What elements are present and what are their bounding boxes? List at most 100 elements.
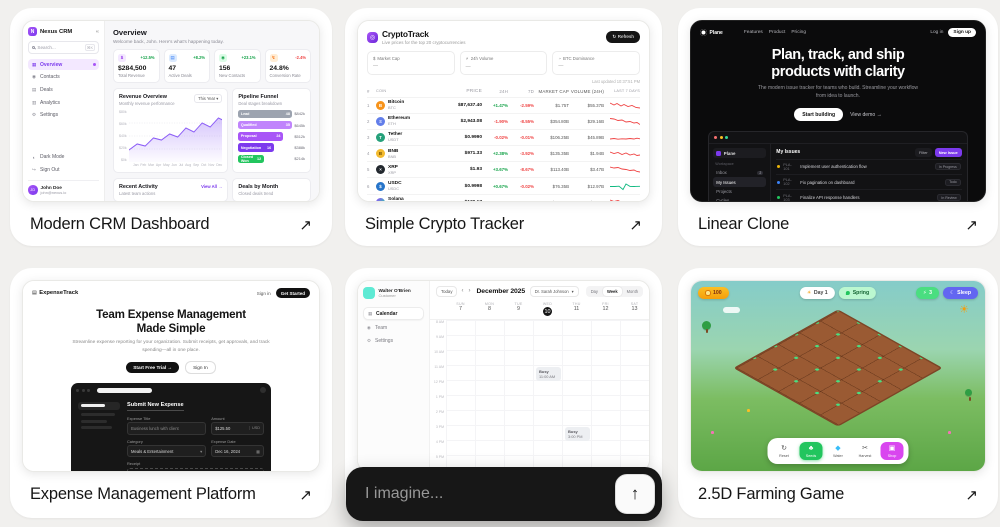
sleep-button[interactable]: ☾ Sleep: [943, 287, 978, 299]
table-row: 6 $ USDC USDC $0.9998 +0.67% -0.02% $76.35…: [367, 177, 640, 193]
signin-button[interactable]: Sign In: [185, 360, 216, 374]
status-dot: [777, 180, 781, 184]
sidebar-item-my-issues[interactable]: My Issues: [713, 177, 767, 187]
status-dot: [777, 196, 781, 200]
sun-decoration-icon: ☀: [959, 304, 969, 316]
user-profile[interactable]: JD John Doe john@nexus.io: [28, 180, 99, 195]
analytics-icon: ▥: [31, 99, 37, 105]
year-filter-dropdown[interactable]: This Year ▾: [194, 93, 223, 103]
sidebar-item-team[interactable]: ◉ Team: [367, 324, 388, 331]
start-trial-button[interactable]: Start Free Trial →: [126, 361, 180, 373]
today-button[interactable]: Today: [436, 286, 458, 297]
prev-arrow-icon[interactable]: ‹: [461, 288, 464, 295]
signin-link[interactable]: Sign in: [256, 290, 271, 296]
prompt-input[interactable]: [363, 484, 615, 504]
sidebar-item-projects[interactable]: Projects: [716, 188, 732, 194]
hero-heading: Team Expense Management Made Simple: [96, 308, 246, 335]
sidebar-item-contacts[interactable]: ◉ Contacts: [31, 74, 60, 81]
dark-mode-toggle[interactable]: ◐ Dark Mode: [32, 154, 65, 161]
stat-delta: +8.2%: [193, 55, 205, 60]
upload-icon[interactable]: ↑: [258, 470, 266, 471]
new-issue-button[interactable]: New Issue: [934, 148, 962, 157]
sidebar-item-inbox[interactable]: Inbox 2: [716, 170, 764, 176]
collapse-icon[interactable]: «: [95, 28, 99, 35]
amount-input[interactable]: $125.50 USD: [211, 422, 264, 435]
project-card-crypto[interactable]: ◎ CryptoTrack Live prices for the top 20…: [345, 8, 662, 246]
crm-brand-name: Nexus CRM: [40, 28, 73, 35]
start-building-button[interactable]: Start building: [794, 108, 844, 122]
seeds-icon: ♣: [808, 444, 814, 452]
top-nav: Features Product Pricing: [744, 30, 806, 35]
window-dot-icon: [87, 388, 90, 392]
sidebar-item-deals[interactable]: ▤ Deals: [31, 86, 53, 93]
nav-features[interactable]: Features: [743, 30, 763, 35]
table-row: 2 Ξ Ethereum ETH $2,943.08 -1.90% -8.55% $…: [367, 112, 640, 129]
nav-pricing[interactable]: Pricing: [791, 30, 806, 35]
user-name: John Doe: [40, 185, 62, 190]
stat-delta: +12.5%: [140, 55, 155, 60]
user-profile[interactable]: Walter O'Brien Customer: [363, 287, 424, 299]
date-input[interactable]: Dec 16, 2024 ▦: [211, 445, 264, 458]
calendar-event[interactable]: Busy 3:00 PM: [565, 427, 590, 442]
day-header[interactable]: MON 8: [484, 301, 495, 312]
refresh-button[interactable]: ↻ Refresh: [606, 31, 640, 43]
issue-row[interactable]: PLA-101 Implement user authentication flo…: [776, 158, 962, 174]
price-table: # COIN PRICE 24H 7D MARKET CAP VOLUME (2…: [367, 86, 640, 201]
day-header[interactable]: SAT 13: [630, 301, 639, 312]
nav-product[interactable]: Product: [768, 30, 786, 35]
tool-harvest[interactable]: ✂ Harvest: [858, 444, 872, 458]
day-header[interactable]: TUE 9: [514, 301, 523, 312]
sidebar-item-calendar[interactable]: ▦ Calendar: [363, 307, 424, 321]
project-card-farm[interactable]: ☀ 100 ☀ Day 1 Spring ⚡ 3 ☾ Sleep ↻ Reset ♣ Se…: [678, 268, 998, 518]
view-demo-link[interactable]: View demo →: [850, 111, 882, 118]
expense-title-input[interactable]: Business lunch with client: [127, 422, 207, 435]
flower-decoration: [948, 431, 951, 434]
tool-shop[interactable]: ▣ Shop: [880, 442, 904, 460]
next-arrow-icon[interactable]: ›: [468, 288, 471, 295]
sidebar-item-overview[interactable]: ▦ Overview: [28, 59, 99, 71]
day-header[interactable]: SUN 7: [456, 301, 465, 312]
day-header[interactable]: FRI 12: [602, 301, 609, 312]
tool-water[interactable]: ◆ Water: [833, 444, 843, 458]
sparkline: [610, 199, 621, 201]
card-title: Expense Management Platform: [30, 485, 256, 503]
farm-field[interactable]: [733, 309, 943, 427]
filter-button[interactable]: Filter: [915, 148, 932, 157]
day-header-active[interactable]: WED 10: [542, 301, 553, 317]
issue-row[interactable]: PLA-102 Fix pagination on dashboard Todo: [776, 174, 962, 189]
workspace-switcher[interactable]: Plane: [713, 148, 767, 159]
sparkline: [610, 182, 640, 190]
project-card-linear[interactable]: Plane Features Product Pricing Log in Si…: [678, 8, 998, 246]
view-all-link[interactable]: View All →: [201, 183, 223, 189]
submit-button[interactable]: ↑: [615, 474, 655, 514]
view-week[interactable]: Week: [602, 287, 622, 296]
project-card-crm[interactable]: N Nexus CRM « Search... ⌘K ▦ Overview: [10, 8, 332, 246]
sidebar-item-settings[interactable]: ⚙ Settings: [31, 112, 59, 119]
receipt-upload-area[interactable]: ↑: [127, 467, 266, 471]
sidebar-item-cycles[interactable]: Cycles: [716, 198, 730, 202]
issue-row[interactable]: PLA-103 Finalize API response handlers In …: [776, 189, 962, 201]
project-card-expense[interactable]: ▤ ExpenseTrack Sign in Get Started Team E…: [10, 268, 332, 518]
open-project-arrow-icon[interactable]: ↗: [299, 486, 312, 504]
tool-reset[interactable]: ↻ Reset: [779, 444, 789, 458]
open-project-arrow-icon[interactable]: ↗: [965, 486, 978, 504]
calendar-event[interactable]: Busy 11:00 AM: [536, 367, 561, 382]
calendar-preview: Walter O'Brien Customer ▦ Calendar ◉ Team …: [357, 280, 650, 472]
sign-out-button[interactable]: ↪ Sign Out: [32, 166, 60, 173]
view-month[interactable]: Month: [626, 288, 638, 294]
sidebar-item-settings[interactable]: ⚙ Settings: [367, 337, 394, 344]
open-project-arrow-icon[interactable]: ↗: [299, 216, 312, 234]
category-select[interactable]: Meals & Entertainment ▾: [127, 445, 207, 458]
open-project-arrow-icon[interactable]: ↗: [629, 216, 642, 234]
tool-seeds[interactable]: ♣ Seeds: [799, 442, 823, 460]
open-project-arrow-icon[interactable]: ↗: [965, 216, 978, 234]
login-link[interactable]: Log in: [930, 30, 944, 35]
day-header[interactable]: THU 11: [572, 301, 581, 312]
inbox-badge: 2: [757, 170, 764, 175]
crm-search-input[interactable]: Search... ⌘K: [28, 41, 99, 54]
doctor-select[interactable]: Dr. Sarah Johnson ▾: [529, 286, 579, 297]
signup-button[interactable]: Sign up: [948, 28, 976, 37]
view-day[interactable]: Day: [590, 288, 598, 294]
sidebar-item-analytics[interactable]: ▥ Analytics: [31, 99, 61, 106]
get-started-button[interactable]: Get Started: [275, 288, 310, 298]
